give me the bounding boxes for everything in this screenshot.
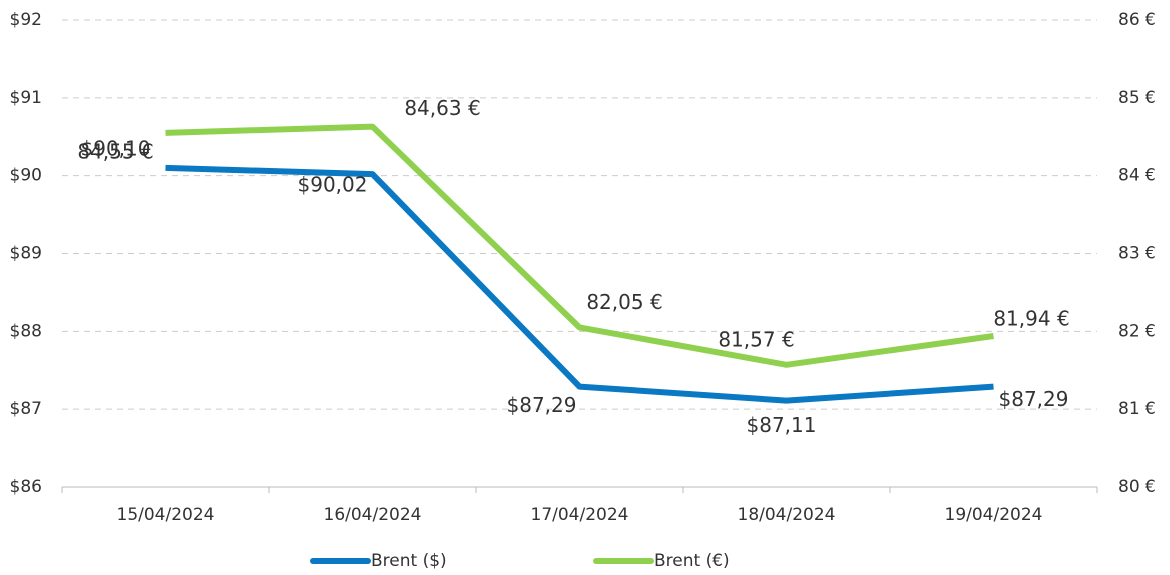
data-label: 81,94 € bbox=[993, 307, 1069, 331]
x-tick-label: 17/04/2024 bbox=[531, 505, 629, 525]
y2-tick-label: 81 € bbox=[1118, 399, 1156, 419]
y-tick-label: $88 bbox=[10, 321, 42, 341]
line bbox=[165, 164, 994, 404]
data-label: $90,02 bbox=[298, 173, 368, 197]
y2-tick-label: 86 € bbox=[1118, 10, 1156, 30]
y-tick-label: $92 bbox=[10, 10, 42, 30]
y2-tick-label: 82 € bbox=[1118, 321, 1156, 341]
data-label: 84,63 € bbox=[404, 96, 480, 120]
data-label: $87,11 bbox=[747, 413, 817, 437]
y2-tick-label: 84 € bbox=[1118, 166, 1156, 186]
x-tick-label: 18/04/2024 bbox=[738, 505, 836, 525]
x-tick-label: 19/04/2024 bbox=[945, 505, 1043, 525]
x-tick-label: 15/04/2024 bbox=[117, 505, 215, 525]
y-tick-label: $89 bbox=[10, 244, 42, 264]
y2-tick-label: 85 € bbox=[1118, 88, 1156, 108]
legend-label: Brent ($) bbox=[371, 551, 447, 571]
data-label: $90,10 bbox=[81, 136, 151, 160]
y-tick-label: $87 bbox=[10, 399, 42, 419]
x-tick-label: 16/04/2024 bbox=[324, 505, 422, 525]
y-tick-label: $90 bbox=[10, 166, 42, 186]
y2-tick-label: 83 € bbox=[1118, 244, 1156, 264]
legend-label: Brent (€) bbox=[654, 551, 730, 571]
y-tick-label: $86 bbox=[10, 477, 42, 497]
y2-tick-label: 80 € bbox=[1118, 477, 1156, 497]
data-label: 84,55 € bbox=[77, 139, 153, 163]
y-tick-label: $91 bbox=[10, 88, 42, 108]
line bbox=[165, 123, 994, 368]
data-label: $87,29 bbox=[999, 387, 1069, 411]
data-label: 82,05 € bbox=[586, 290, 662, 314]
data-label: 81,57 € bbox=[718, 327, 794, 351]
data-label: $87,29 bbox=[507, 393, 577, 417]
